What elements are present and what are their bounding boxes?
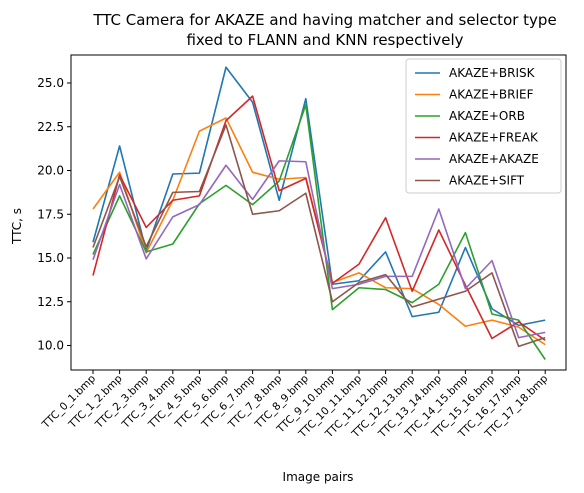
chart-title-line-2: fixed to FLANN and KNN respectively	[186, 31, 463, 49]
legend-label: AKAZE+FREAK	[449, 131, 539, 145]
y-tick-label: 25.0	[37, 76, 64, 90]
legend-label: AKAZE+BRIEF	[449, 88, 534, 102]
y-tick-label: 20.0	[37, 164, 64, 178]
series-line-akaze-akaze	[92, 160, 546, 339]
y-tick-label: 15.0	[37, 251, 64, 265]
legend-label: AKAZE+BRISK	[449, 66, 536, 80]
plot-area	[92, 66, 546, 360]
x-axis-label: Image pairs	[283, 470, 354, 484]
y-tick-label: 12.5	[37, 295, 64, 309]
legend-label: AKAZE+ORB	[449, 109, 525, 123]
y-tick-label: 22.5	[37, 120, 64, 134]
y-tick-label: 17.5	[37, 207, 64, 221]
plot-frame	[70, 54, 567, 371]
series-line-akaze-sift	[92, 124, 546, 348]
y-tick-label: 10.0	[37, 339, 64, 353]
legend-label: AKAZE+AKAZE	[449, 152, 539, 166]
series-line-akaze-brisk	[92, 66, 546, 327]
legend-box	[405, 58, 562, 194]
chart-title-line-1: TTC Camera for AKAZE and having matcher …	[92, 11, 556, 29]
y-axis-label: TTC, s	[10, 208, 24, 245]
series-line-akaze-freak	[92, 95, 546, 341]
axes: 10.012.515.017.520.022.525.0TTC_0_1.bmpT…	[37, 54, 567, 441]
legend-label: AKAZE+SIFT	[449, 174, 525, 188]
series-line-akaze-orb	[92, 104, 546, 360]
legend: AKAZE+BRISK AKAZE+BRIEF AKAZE+ORB AKAZE+FRE…	[405, 58, 562, 194]
